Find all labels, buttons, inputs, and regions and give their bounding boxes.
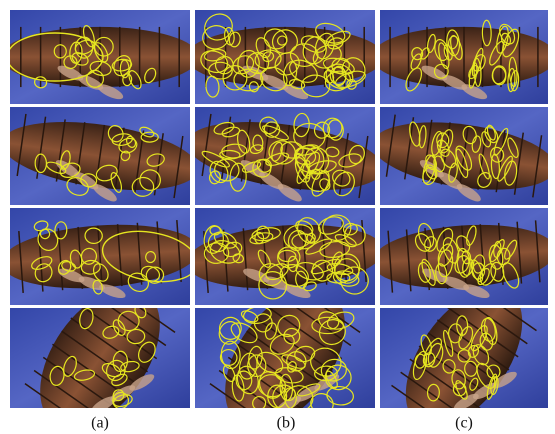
image-grid (0, 9, 555, 434)
column-label: (a) (91, 415, 109, 432)
column-label: (c) (455, 415, 473, 432)
column-label: (b) (277, 415, 296, 432)
page: {"panels": [{"label": "(a)"}, {"label": … (0, 0, 555, 434)
figure: (a) (b) (c) (0, 0, 555, 434)
